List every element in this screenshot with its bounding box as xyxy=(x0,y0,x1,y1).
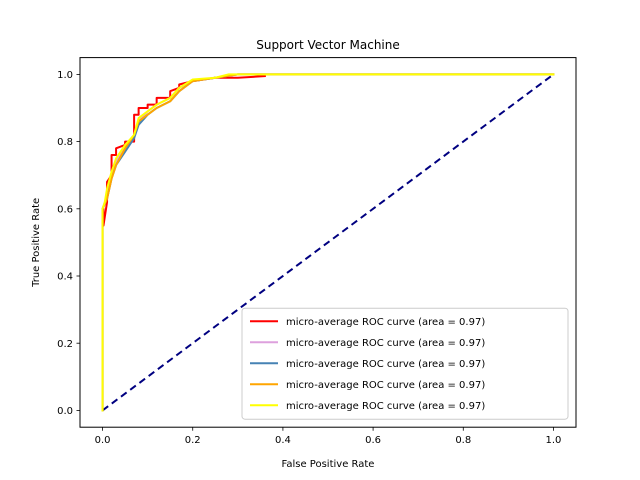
x-tick-label: 0.2 xyxy=(185,435,201,446)
x-axis-label: False Positive Rate xyxy=(282,459,375,470)
y-axis-label: True Positive Rate xyxy=(31,198,42,288)
legend-label: micro-average ROC curve (area = 0.97) xyxy=(286,338,485,349)
series-layer xyxy=(101,73,555,412)
y-tick-label: 1.0 xyxy=(57,70,73,81)
x-tick-label: 0.0 xyxy=(95,435,111,446)
y-tick-label: 0.8 xyxy=(57,137,73,148)
series-line-5 xyxy=(101,73,555,412)
x-tick-label: 1.0 xyxy=(546,435,562,446)
legend-box xyxy=(241,307,569,420)
legend-label: micro-average ROC curve (area = 0.97) xyxy=(286,380,485,391)
x-tick-label: 0.6 xyxy=(365,435,381,446)
series-line-1 xyxy=(101,75,266,412)
y-tick-label: 0.4 xyxy=(57,272,73,283)
x-tick-label: 0.4 xyxy=(275,435,291,446)
chance-line xyxy=(101,73,555,412)
ticks-layer: 0.0 0.2 0.4 0.6 0.8 1.0 0.0 0.2 0.4 0.6 0.8 1.0 xyxy=(57,70,561,446)
y-tick-label: 0.0 xyxy=(57,406,73,417)
legend-label: micro-average ROC curve (area = 0.97) xyxy=(286,317,485,328)
y-tick-label: 0.2 xyxy=(57,339,73,350)
legend: micro-average ROC curve (area = 0.97) mic… xyxy=(241,307,569,420)
legend-label: micro-average ROC curve (area = 0.97) xyxy=(286,401,485,412)
legend-label: micro-average ROC curve (area = 0.97) xyxy=(286,359,485,370)
chart-title: Support Vector Machine xyxy=(256,38,400,52)
chance-line-layer xyxy=(101,73,555,412)
x-tick-label: 0.8 xyxy=(455,435,471,446)
plot-frame xyxy=(79,57,577,428)
y-tick-label: 0.6 xyxy=(57,204,73,215)
